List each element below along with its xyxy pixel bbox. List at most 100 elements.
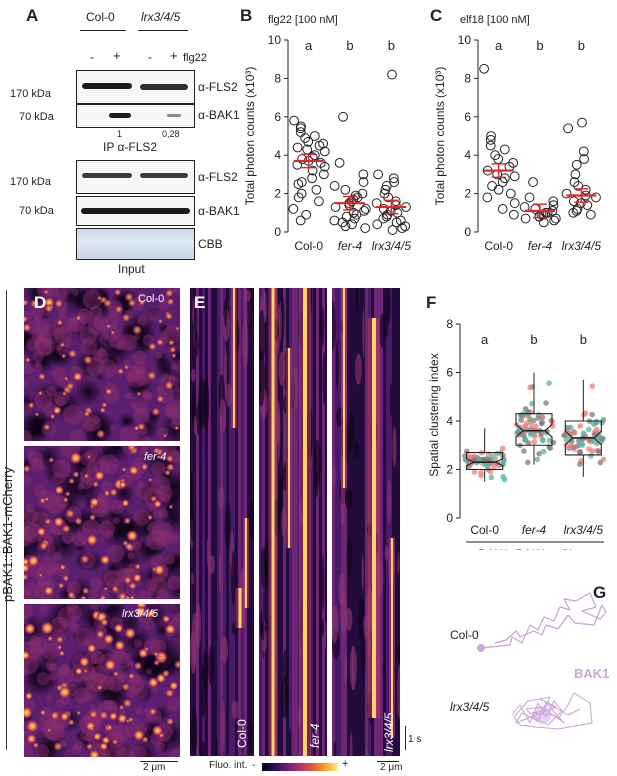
data-point [521,448,527,454]
d-image-fer4 [24,446,180,599]
spot [166,462,175,472]
plus-1: + [113,48,121,63]
data-point [289,115,300,126]
spot [95,629,105,639]
texture [146,668,153,675]
dark-patch [33,381,63,411]
spot [169,346,177,354]
spot [67,718,75,726]
significance-letter: a [481,332,489,347]
dark-patch [133,683,154,704]
texture [117,339,128,350]
spot [113,623,124,634]
y-tick-label: 4 [274,148,281,162]
texture [71,743,82,755]
texture [147,522,161,535]
texture [36,320,49,334]
data-point [373,169,384,180]
quant-2: 0,28 [162,129,180,139]
dark-patch [49,529,80,561]
texture [115,343,123,351]
significance-letter: b [580,332,587,347]
box [515,413,553,446]
spot [112,670,119,677]
data-point [548,200,559,211]
dark-patch [122,322,157,357]
x-tick-label: fer-4 [522,523,547,537]
texture [24,604,34,619]
texture [259,309,266,362]
dark-patch [126,376,146,396]
spot [75,314,82,321]
texture [90,604,100,611]
d-image-col0 [24,288,180,441]
texture [57,607,78,628]
y-tick-label: 2 [274,187,281,201]
quant-1: 1 [117,129,123,139]
texture [136,590,152,599]
data-point [577,423,583,429]
texture [82,636,93,646]
spot [164,311,174,321]
texture [202,377,210,431]
spot [126,446,137,452]
spot [24,464,31,473]
spot [72,470,80,478]
dark-patch [50,470,68,487]
texture [148,309,159,321]
input-fls2-blot [76,160,195,194]
data-point [313,196,324,207]
lrx-header: lrx3/4/5 [141,10,181,24]
data-point [494,451,500,457]
spot [85,533,99,547]
spot [38,573,43,578]
data-point [591,192,601,203]
spot [27,554,40,568]
texture [354,441,360,459]
texture [51,459,71,479]
spot [161,614,171,624]
spot [121,499,130,508]
spot [126,529,139,542]
texture [397,552,400,574]
spot [87,454,92,459]
spot [156,394,165,404]
stripe [241,288,244,756]
stripe [365,288,368,756]
texture [167,697,180,712]
spot [103,633,115,645]
cbb-stain [76,228,195,260]
col0-header: Col-0 [86,10,115,24]
texture [248,500,254,541]
significance-letter: b [346,38,353,53]
texture [194,303,198,342]
y-axis-label: Spatial clustering index [427,353,441,476]
spot [127,672,136,680]
y-tick-label: 0 [464,225,471,239]
spot [134,563,142,571]
texture [132,540,143,551]
g-label-lrx: lrx3/4/5 [450,700,490,714]
y-tick-label: 2 [446,463,453,477]
e-time-label: 1 s [408,734,422,745]
stripe [335,288,338,756]
data-point [582,200,593,211]
texture [133,368,151,386]
texture [191,572,194,585]
spot [108,711,118,721]
stripe [344,288,347,756]
spot [62,574,70,582]
x-tick-label: lrx3/4/5 [564,523,604,537]
texture [355,288,359,313]
texture [220,636,228,664]
texture [91,650,105,665]
texture [138,448,147,456]
texture [72,531,88,547]
data-point [360,223,371,234]
data-point [563,436,570,443]
dark-patch [129,740,160,757]
panel-b-label: B [240,6,253,25]
texture [155,351,163,360]
texture [93,315,109,331]
y-tick-label: 0 [274,225,281,239]
